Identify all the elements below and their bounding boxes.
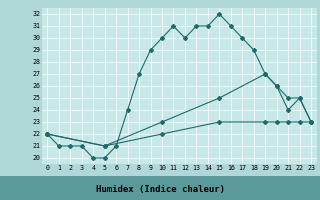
Text: Humidex (Indice chaleur): Humidex (Indice chaleur) [95,185,225,194]
